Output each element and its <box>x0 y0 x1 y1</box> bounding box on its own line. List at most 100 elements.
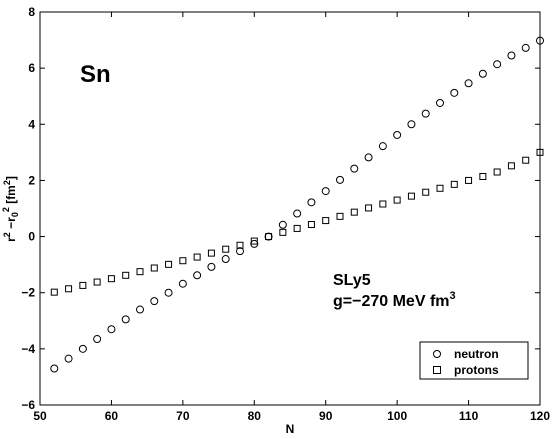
neutron-point <box>78 344 87 353</box>
neutron-point <box>236 247 244 256</box>
y-label-dash: −r <box>4 217 18 232</box>
protons-point <box>236 241 244 249</box>
legend-box <box>419 341 529 380</box>
protons-point <box>150 264 158 272</box>
y-label-unit-close: ] <box>4 176 18 180</box>
y-tick-label: −6 <box>21 398 35 412</box>
protons-point <box>465 176 473 184</box>
neutron-point <box>164 288 173 297</box>
y-axis-label: r2 −r02 [fm2] <box>1 176 20 242</box>
y-tick-label: −4 <box>21 342 35 356</box>
x-axis-label: N <box>286 422 295 436</box>
y-label-unit: [fm <box>4 185 18 207</box>
neutron-point <box>278 220 287 229</box>
neutron-point <box>421 109 430 118</box>
neutron-point <box>393 130 402 139</box>
neutron-point <box>493 60 502 69</box>
protons-point <box>279 228 287 236</box>
y-label-r: r <box>4 237 18 242</box>
protons-point <box>536 148 544 156</box>
neutron-point <box>350 164 359 173</box>
neutron-point <box>521 43 530 52</box>
protons-point <box>422 188 430 196</box>
x-tick-label: 90 <box>319 409 333 423</box>
protons-point <box>365 204 373 212</box>
protons-point <box>307 221 315 229</box>
protons-point <box>493 168 501 176</box>
legend-neutron-marker <box>433 350 441 358</box>
neutron-point <box>193 271 202 280</box>
y-label-sup1: 2 <box>2 232 12 237</box>
protons-point <box>293 224 301 232</box>
neutron-point <box>536 36 544 45</box>
x-tick-label: 70 <box>176 409 190 423</box>
y-label-unit-sup: 2 <box>2 180 12 185</box>
protons-point <box>207 249 215 257</box>
protons-point <box>193 253 201 261</box>
y-tick-label: 0 <box>28 230 35 244</box>
y-tick-label: 4 <box>28 117 35 131</box>
neutron-point <box>321 187 330 196</box>
protons-point <box>265 233 273 241</box>
protons-point <box>250 237 258 245</box>
neutron-point <box>364 153 373 162</box>
protons-point <box>507 162 515 170</box>
protons-point <box>407 192 415 200</box>
protons-point <box>93 278 101 286</box>
legend-protons-marker <box>433 366 441 374</box>
protons-point <box>179 257 187 265</box>
neutron-point <box>293 209 302 218</box>
neutron-point <box>336 175 344 184</box>
svg-text:r2 −r02 [fm2]: r2 −r02 [fm2] <box>1 176 20 242</box>
neutron-point <box>64 354 73 363</box>
x-tick-label: 50 <box>33 409 47 423</box>
neutron-point <box>264 232 273 241</box>
data-marks <box>50 36 544 373</box>
protons-point <box>165 260 173 268</box>
neutron-point <box>207 262 216 271</box>
coupling-sup: 3 <box>450 290 456 302</box>
x-tick-label: 110 <box>459 409 479 423</box>
y-tick-label: 6 <box>28 61 35 75</box>
neutron-point <box>478 69 487 78</box>
neutron-point <box>450 88 459 97</box>
protons-point <box>522 156 530 164</box>
coupling-annotation: g=−270 MeV fm3 <box>333 290 456 310</box>
neutron-point <box>378 142 387 151</box>
x-tick-label: 80 <box>248 409 262 423</box>
ticks: 50 60 70 80 90 100 110 120 −6 −4 −2 0 2 4 6 8 <box>21 5 550 423</box>
protons-point <box>450 180 458 188</box>
neutron-point <box>107 325 116 334</box>
protons-point <box>79 281 87 289</box>
legend: neutron protons <box>419 341 529 380</box>
protons-point <box>107 275 115 283</box>
protons-point <box>136 268 144 276</box>
neutron-point <box>150 297 159 306</box>
neutron-point <box>121 315 130 324</box>
coupling-text: g=−270 MeV fm <box>333 293 450 310</box>
protons-point <box>50 288 58 296</box>
neutron-point <box>464 79 473 88</box>
protons-point <box>336 212 344 220</box>
neutron-point <box>50 364 59 373</box>
x-tick-label: 120 <box>530 409 550 423</box>
neutron-point <box>136 305 144 314</box>
force-annotation: SLy5 <box>333 272 371 289</box>
protons-point <box>122 271 130 279</box>
plot-frame <box>39 11 541 406</box>
x-tick-label: 100 <box>387 409 407 423</box>
y-label-sub: 0 <box>10 212 20 217</box>
protons-point <box>393 196 401 204</box>
y-tick-label: 8 <box>28 5 35 19</box>
neutron-point <box>507 51 516 60</box>
y-tick-label: 2 <box>28 173 35 187</box>
y-label-sup2: 2 <box>1 207 11 212</box>
protons-point <box>436 184 444 192</box>
y-tick-label: −2 <box>21 286 35 300</box>
neutron-point <box>178 279 187 288</box>
element-annotation: Sn <box>80 61 111 88</box>
protons-point <box>350 208 358 216</box>
protons-point <box>222 245 230 253</box>
protons-point <box>479 172 487 180</box>
